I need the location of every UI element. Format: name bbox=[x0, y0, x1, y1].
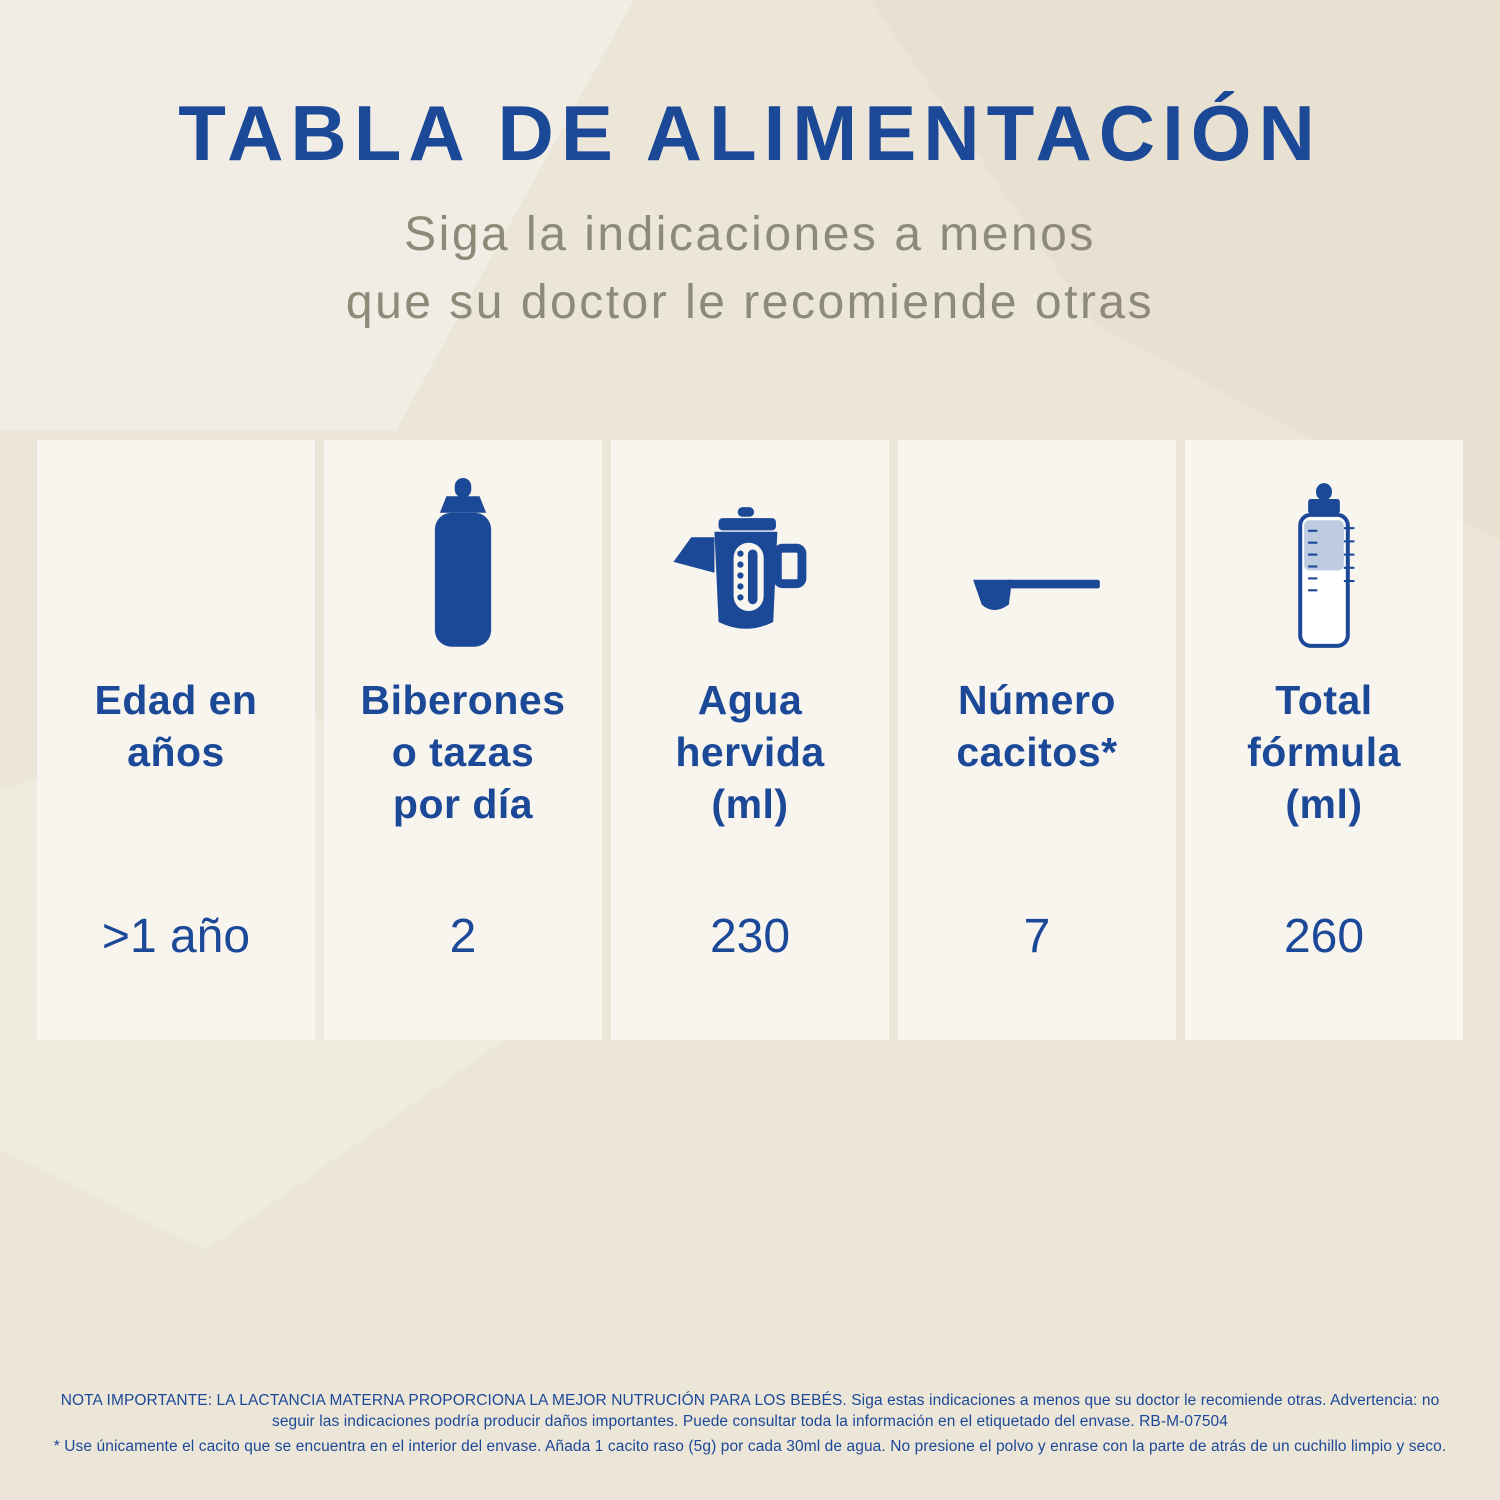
header-line: Biberones bbox=[360, 677, 566, 723]
value-scoops: 7 bbox=[1023, 910, 1051, 963]
icon-area-measuring-bottle bbox=[1185, 466, 1463, 662]
column-boiled-water: Agua hervida (ml) 230 bbox=[611, 440, 889, 1040]
header-line: hervida bbox=[675, 729, 825, 776]
header-line: fórmula bbox=[1247, 729, 1401, 776]
column-header-scoops: Número cacitos* bbox=[956, 674, 1117, 778]
header-line: Total bbox=[1275, 677, 1373, 723]
page-title: TABLA DE ALIMENTACIÓN bbox=[178, 89, 1322, 177]
column-header-age: Edad en años bbox=[95, 674, 258, 778]
header-line: cacitos* bbox=[956, 729, 1118, 776]
header-line: años bbox=[127, 729, 225, 776]
page-subtitle: Siga la indicaciones a menos que su doct… bbox=[0, 201, 1500, 337]
column-bottles-per-day: Biberones o tazas por día 2 bbox=[324, 440, 602, 1040]
column-header-formula: Total fórmula (ml) bbox=[1247, 674, 1401, 830]
column-age: Edad en años >1 año bbox=[37, 440, 315, 1040]
column-scoops: Número cacitos* 7 bbox=[898, 440, 1176, 1040]
scoop-note: * Use únicamente el cacito que se encuen… bbox=[53, 1437, 1447, 1455]
header-line: o tazas bbox=[391, 729, 535, 776]
header-line: Agua bbox=[697, 677, 803, 723]
icon-area-kettle bbox=[611, 466, 889, 662]
kettle-icon bbox=[673, 507, 807, 629]
value-formula: 260 bbox=[1283, 910, 1365, 963]
footnotes: NOTA IMPORTANTE: LA LACTANCIA MATERNA PR… bbox=[0, 1390, 1500, 1460]
header-line: (ml) bbox=[1285, 781, 1363, 828]
column-header-bottles: Biberones o tazas por día bbox=[361, 674, 566, 830]
icon-area-bottle bbox=[324, 466, 602, 662]
icon-area-scoop bbox=[898, 466, 1176, 662]
header-line: por día bbox=[392, 781, 534, 828]
header-line: Número bbox=[958, 677, 1116, 723]
measuring-bottle-icon bbox=[1298, 483, 1355, 648]
value-age: >1 año bbox=[101, 910, 251, 963]
subtitle-line-1: Siga la indicaciones a menos bbox=[404, 208, 1096, 261]
value-bottles: 2 bbox=[449, 910, 477, 963]
feeding-table: Edad en años >1 año Biberones o bbox=[37, 440, 1463, 1040]
scoop-icon bbox=[973, 579, 1100, 611]
header-line: Edad en bbox=[94, 677, 258, 723]
subtitle-line-2: que su doctor le recomiende otras bbox=[345, 276, 1155, 330]
column-total-formula: Total fórmula (ml) 260 bbox=[1185, 440, 1463, 1040]
important-note: NOTA IMPORTANTE: LA LACTANCIA MATERNA PR… bbox=[60, 1391, 1440, 1431]
header-line: (ml) bbox=[711, 781, 789, 828]
baby-bottle-icon bbox=[434, 478, 492, 647]
value-water: 230 bbox=[709, 910, 791, 963]
icon-area-empty bbox=[37, 466, 315, 662]
column-header-water: Agua hervida (ml) bbox=[675, 674, 824, 830]
